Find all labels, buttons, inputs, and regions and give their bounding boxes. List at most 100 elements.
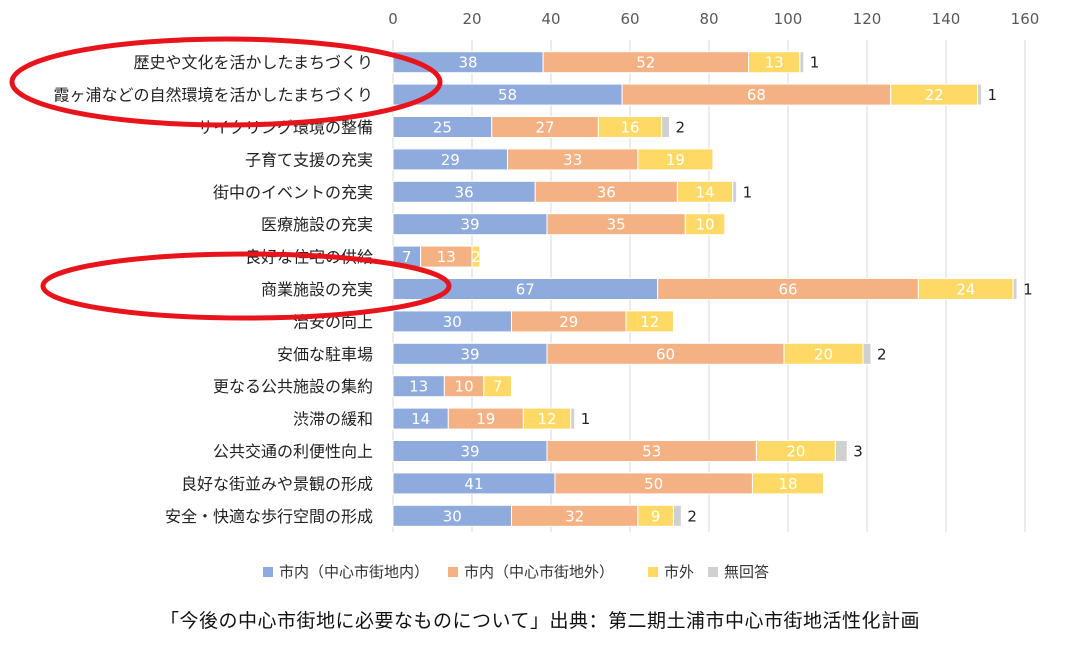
highlight-ellipse-1: [9, 36, 443, 128]
data-label: 20: [786, 443, 805, 461]
legend-swatch-4: [708, 567, 718, 577]
bar-segment-3: [751, 472, 825, 495]
data-label-no-answer: 1: [581, 410, 591, 428]
data-label: 39: [460, 216, 479, 234]
data-label: 16: [620, 119, 639, 137]
bar-segment-3: [625, 310, 674, 333]
x-tick-label: 40: [541, 10, 560, 28]
data-label: 67: [516, 281, 535, 299]
category-label: 歴史や文化を活かしたまちづくり: [133, 53, 373, 72]
source-caption: 「今後の中心市街地に必要なものについて」出典：第二期土浦市中心市街地活性化計画: [160, 610, 920, 632]
legend-label: 市外: [664, 563, 694, 581]
bar-segment-4: [661, 116, 670, 138]
data-label: 35: [607, 216, 626, 234]
category-label: 安価な駐車場: [277, 345, 373, 364]
x-tick-label: 60: [620, 10, 639, 28]
x-tick-label: 80: [699, 10, 718, 28]
x-tick-label: 120: [853, 10, 882, 28]
category-label: 医療施設の充実: [261, 215, 373, 234]
data-label: 10: [455, 378, 474, 396]
data-label: 20: [814, 345, 833, 363]
category-label: 良好な街並みや景観の形成: [181, 474, 373, 493]
data-label: 38: [459, 54, 478, 72]
data-label: 12: [640, 313, 659, 331]
data-label: 36: [455, 183, 474, 201]
data-label: 60: [656, 345, 675, 363]
data-label: 14: [411, 410, 430, 428]
data-label: 33: [563, 151, 582, 169]
bar-segment-3: [684, 213, 726, 236]
category-label: 公共交通の利便性向上: [213, 442, 373, 461]
data-label: 68: [747, 86, 766, 104]
data-label: 12: [538, 410, 557, 428]
data-label: 53: [642, 443, 661, 461]
data-label-no-answer: 1: [743, 183, 753, 201]
data-label: 7: [493, 378, 503, 396]
bar-segment-3: [637, 148, 714, 171]
data-label: 19: [666, 151, 685, 169]
x-tick-label: 160: [1011, 10, 1040, 28]
data-label-no-answer: 1: [1023, 281, 1033, 299]
data-label: 52: [636, 54, 655, 72]
bar-segment-4: [834, 440, 848, 462]
data-label: 13: [409, 378, 428, 396]
data-label: 27: [536, 119, 555, 137]
x-tick-label: 140: [932, 10, 961, 28]
category-label: 商業施設の充実: [261, 280, 373, 299]
data-label: 29: [441, 151, 460, 169]
data-label: 19: [476, 410, 495, 428]
legend-label: 無回答: [724, 563, 769, 581]
legend-swatch-3: [648, 567, 658, 577]
data-label-no-answer: 1: [810, 54, 820, 72]
bar-segment-4: [862, 342, 872, 365]
data-label-no-answer: 1: [988, 86, 998, 104]
data-label: 36: [597, 183, 616, 201]
data-label-no-answer: 3: [853, 443, 863, 461]
bar-segment-4: [570, 407, 576, 430]
data-label: 41: [464, 475, 483, 493]
data-label-no-answer: 2: [676, 119, 686, 137]
category-label: 街中のイベントの充実: [213, 183, 373, 202]
data-label: 22: [925, 86, 944, 104]
category-label: 渋滞の緩和: [293, 410, 373, 429]
bar-segment-4: [1012, 278, 1018, 300]
data-label: 18: [778, 475, 797, 493]
data-label: 7: [402, 248, 412, 266]
x-tick-label: 20: [462, 10, 481, 28]
data-label: 14: [696, 183, 715, 201]
legend-swatch-1: [263, 567, 273, 577]
data-label-no-answer: 2: [877, 345, 887, 363]
data-label-no-answer: 2: [687, 507, 697, 525]
data-label: 13: [765, 54, 784, 72]
data-label: 29: [559, 313, 578, 331]
legend-swatch-2: [448, 567, 458, 577]
data-label: 9: [651, 507, 661, 525]
data-label: 13: [437, 248, 456, 266]
data-label: 2: [471, 248, 481, 266]
data-label: 10: [696, 216, 715, 234]
bar-segment-4: [732, 180, 738, 203]
x-tick-label: 100: [774, 10, 803, 28]
bar-segment-4: [977, 83, 983, 106]
data-label: 58: [498, 86, 517, 104]
bar-segment-4: [672, 504, 682, 527]
data-label: 24: [956, 281, 975, 299]
category-label: 子育て支援の充実: [245, 150, 373, 169]
category-label: 更なる公共施設の集約: [213, 377, 373, 396]
bar-segment-4: [799, 51, 805, 74]
x-tick-label: 0: [388, 10, 398, 28]
data-label: 50: [644, 475, 663, 493]
legend-label: 市内（中心市街地内）: [279, 563, 429, 581]
category-label: 安全・快適な歩行空間の形成: [165, 507, 373, 526]
data-label: 66: [778, 281, 797, 299]
category-label: 霞ヶ浦などの自然環境を活かしたまちづくり: [53, 86, 373, 105]
bar-segment-3: [471, 245, 481, 268]
data-label: 39: [460, 443, 479, 461]
bar-segment-3: [483, 375, 513, 398]
legend-label: 市内（中心市街地外）: [464, 563, 614, 581]
data-label: 30: [443, 313, 462, 331]
data-label: 39: [460, 345, 479, 363]
highlight-ellipse-2: [40, 251, 452, 321]
